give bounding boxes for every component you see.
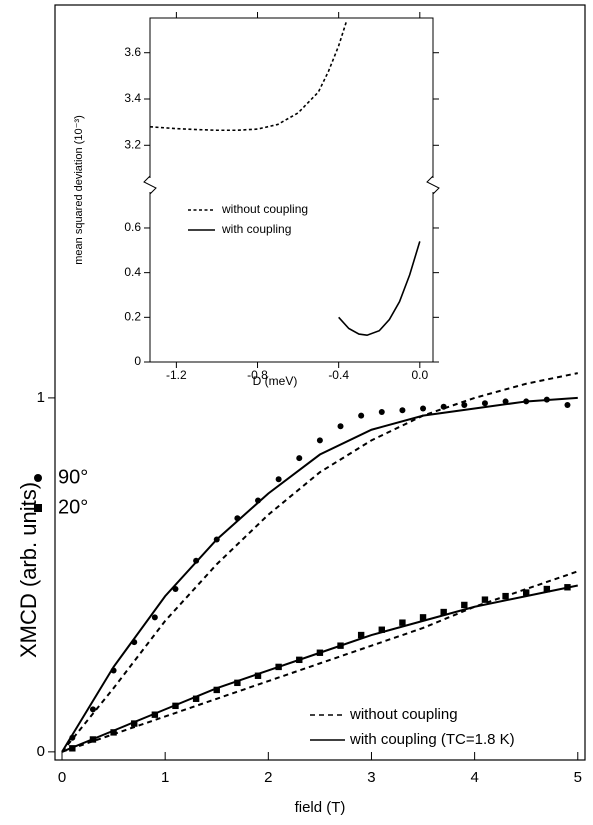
inset-y-label: mean squared deviation (10⁻³) — [73, 115, 85, 265]
data-point — [357, 631, 365, 639]
data-point — [502, 592, 509, 600]
main-plot: 0 1 2 3 4 5 0 1 without coupling with coupling (T… — [34, 372, 582, 786]
data-point — [461, 401, 468, 408]
x-tick-label: -0.8 — [247, 368, 268, 382]
data-point — [151, 614, 158, 621]
x-axis-label: field (T) — [295, 799, 346, 816]
y-tick-label: 0.4 — [124, 265, 141, 279]
legend-label: 90° — [58, 466, 88, 488]
data-point — [255, 497, 262, 504]
data-point — [481, 596, 489, 603]
x-tick-label: 0.0 — [411, 368, 428, 382]
inset-frame — [149, 17, 434, 363]
data-point — [564, 401, 571, 408]
axis-break — [426, 175, 440, 195]
x-tick-label: 2 — [264, 769, 272, 786]
data-point — [337, 423, 344, 430]
data-point — [172, 702, 179, 710]
legend-label: without coupling — [221, 202, 308, 216]
data-point — [234, 679, 241, 687]
data-point — [110, 729, 117, 736]
data-point — [89, 706, 96, 713]
data-point — [296, 656, 303, 664]
data-point — [151, 711, 159, 718]
data-point — [523, 398, 530, 405]
x-tick-label: 5 — [574, 769, 582, 786]
data-point — [523, 589, 530, 596]
plot-frame — [54, 4, 586, 761]
data-point — [358, 412, 365, 419]
y-tick-label: 3.4 — [124, 91, 141, 105]
data-point — [399, 407, 406, 414]
data-point — [543, 396, 550, 403]
data-point — [440, 403, 447, 410]
data-point — [399, 619, 406, 626]
x-tick-label: -0.4 — [328, 368, 349, 382]
data-point — [110, 667, 117, 674]
inset-x-label: D (meV) — [253, 374, 298, 388]
x-tick-label: 0 — [58, 769, 66, 786]
fit-line — [61, 570, 579, 753]
data-point — [131, 639, 138, 646]
legend-label: with coupling (TC=1.8 K) — [349, 731, 515, 748]
legend-marker — [34, 474, 42, 482]
data-point — [275, 663, 282, 671]
data-point — [89, 736, 97, 743]
data-point — [461, 601, 468, 609]
data-point — [337, 642, 344, 649]
data-point — [419, 614, 427, 621]
fit-line — [61, 584, 578, 753]
data-point — [193, 557, 200, 564]
data-point — [440, 608, 447, 616]
data-point — [275, 476, 282, 483]
y-tick-label: 0.2 — [124, 309, 141, 323]
data-point — [296, 455, 303, 462]
x-tick-label: -1.2 — [166, 368, 187, 382]
data-point — [254, 672, 262, 679]
x-tick-label: 1 — [161, 769, 169, 786]
y-tick-label: 0 — [37, 743, 45, 760]
x-tick-label: 4 — [470, 769, 478, 786]
data-point — [502, 398, 509, 405]
data-point — [481, 400, 488, 407]
legend-label: 20° — [58, 496, 88, 518]
y-tick-label: 3.2 — [124, 137, 141, 151]
data-point — [213, 536, 220, 543]
y-tick-label: 0 — [134, 354, 141, 368]
data-point — [378, 409, 385, 416]
data-point — [316, 437, 323, 444]
legend-label: with coupling — [221, 222, 291, 236]
x-tick-label: 3 — [367, 769, 375, 786]
data-point — [234, 515, 241, 522]
data-point — [69, 734, 76, 741]
data-point — [213, 686, 220, 694]
inset-line — [149, 20, 348, 132]
inset-line — [338, 241, 421, 337]
data-point — [564, 584, 571, 591]
data-point — [420, 405, 427, 412]
y-tick-label: 3.6 — [124, 45, 141, 59]
legend-label: without coupling — [349, 706, 458, 723]
y-tick-label: 0.6 — [124, 220, 141, 234]
fit-line — [61, 396, 578, 753]
fit-line — [61, 372, 578, 753]
data-point — [131, 720, 138, 727]
data-point — [316, 649, 324, 656]
legend-marker — [34, 504, 42, 512]
data-point — [543, 585, 551, 593]
data-point — [192, 695, 200, 702]
data-point — [378, 626, 385, 633]
y-tick-label: 1 — [37, 389, 45, 406]
data-point — [69, 745, 76, 752]
data-point — [172, 586, 179, 593]
inset-plot: D (meV) mean squared deviation (10⁻³) -1… — [73, 12, 440, 388]
axis-break — [143, 175, 157, 195]
